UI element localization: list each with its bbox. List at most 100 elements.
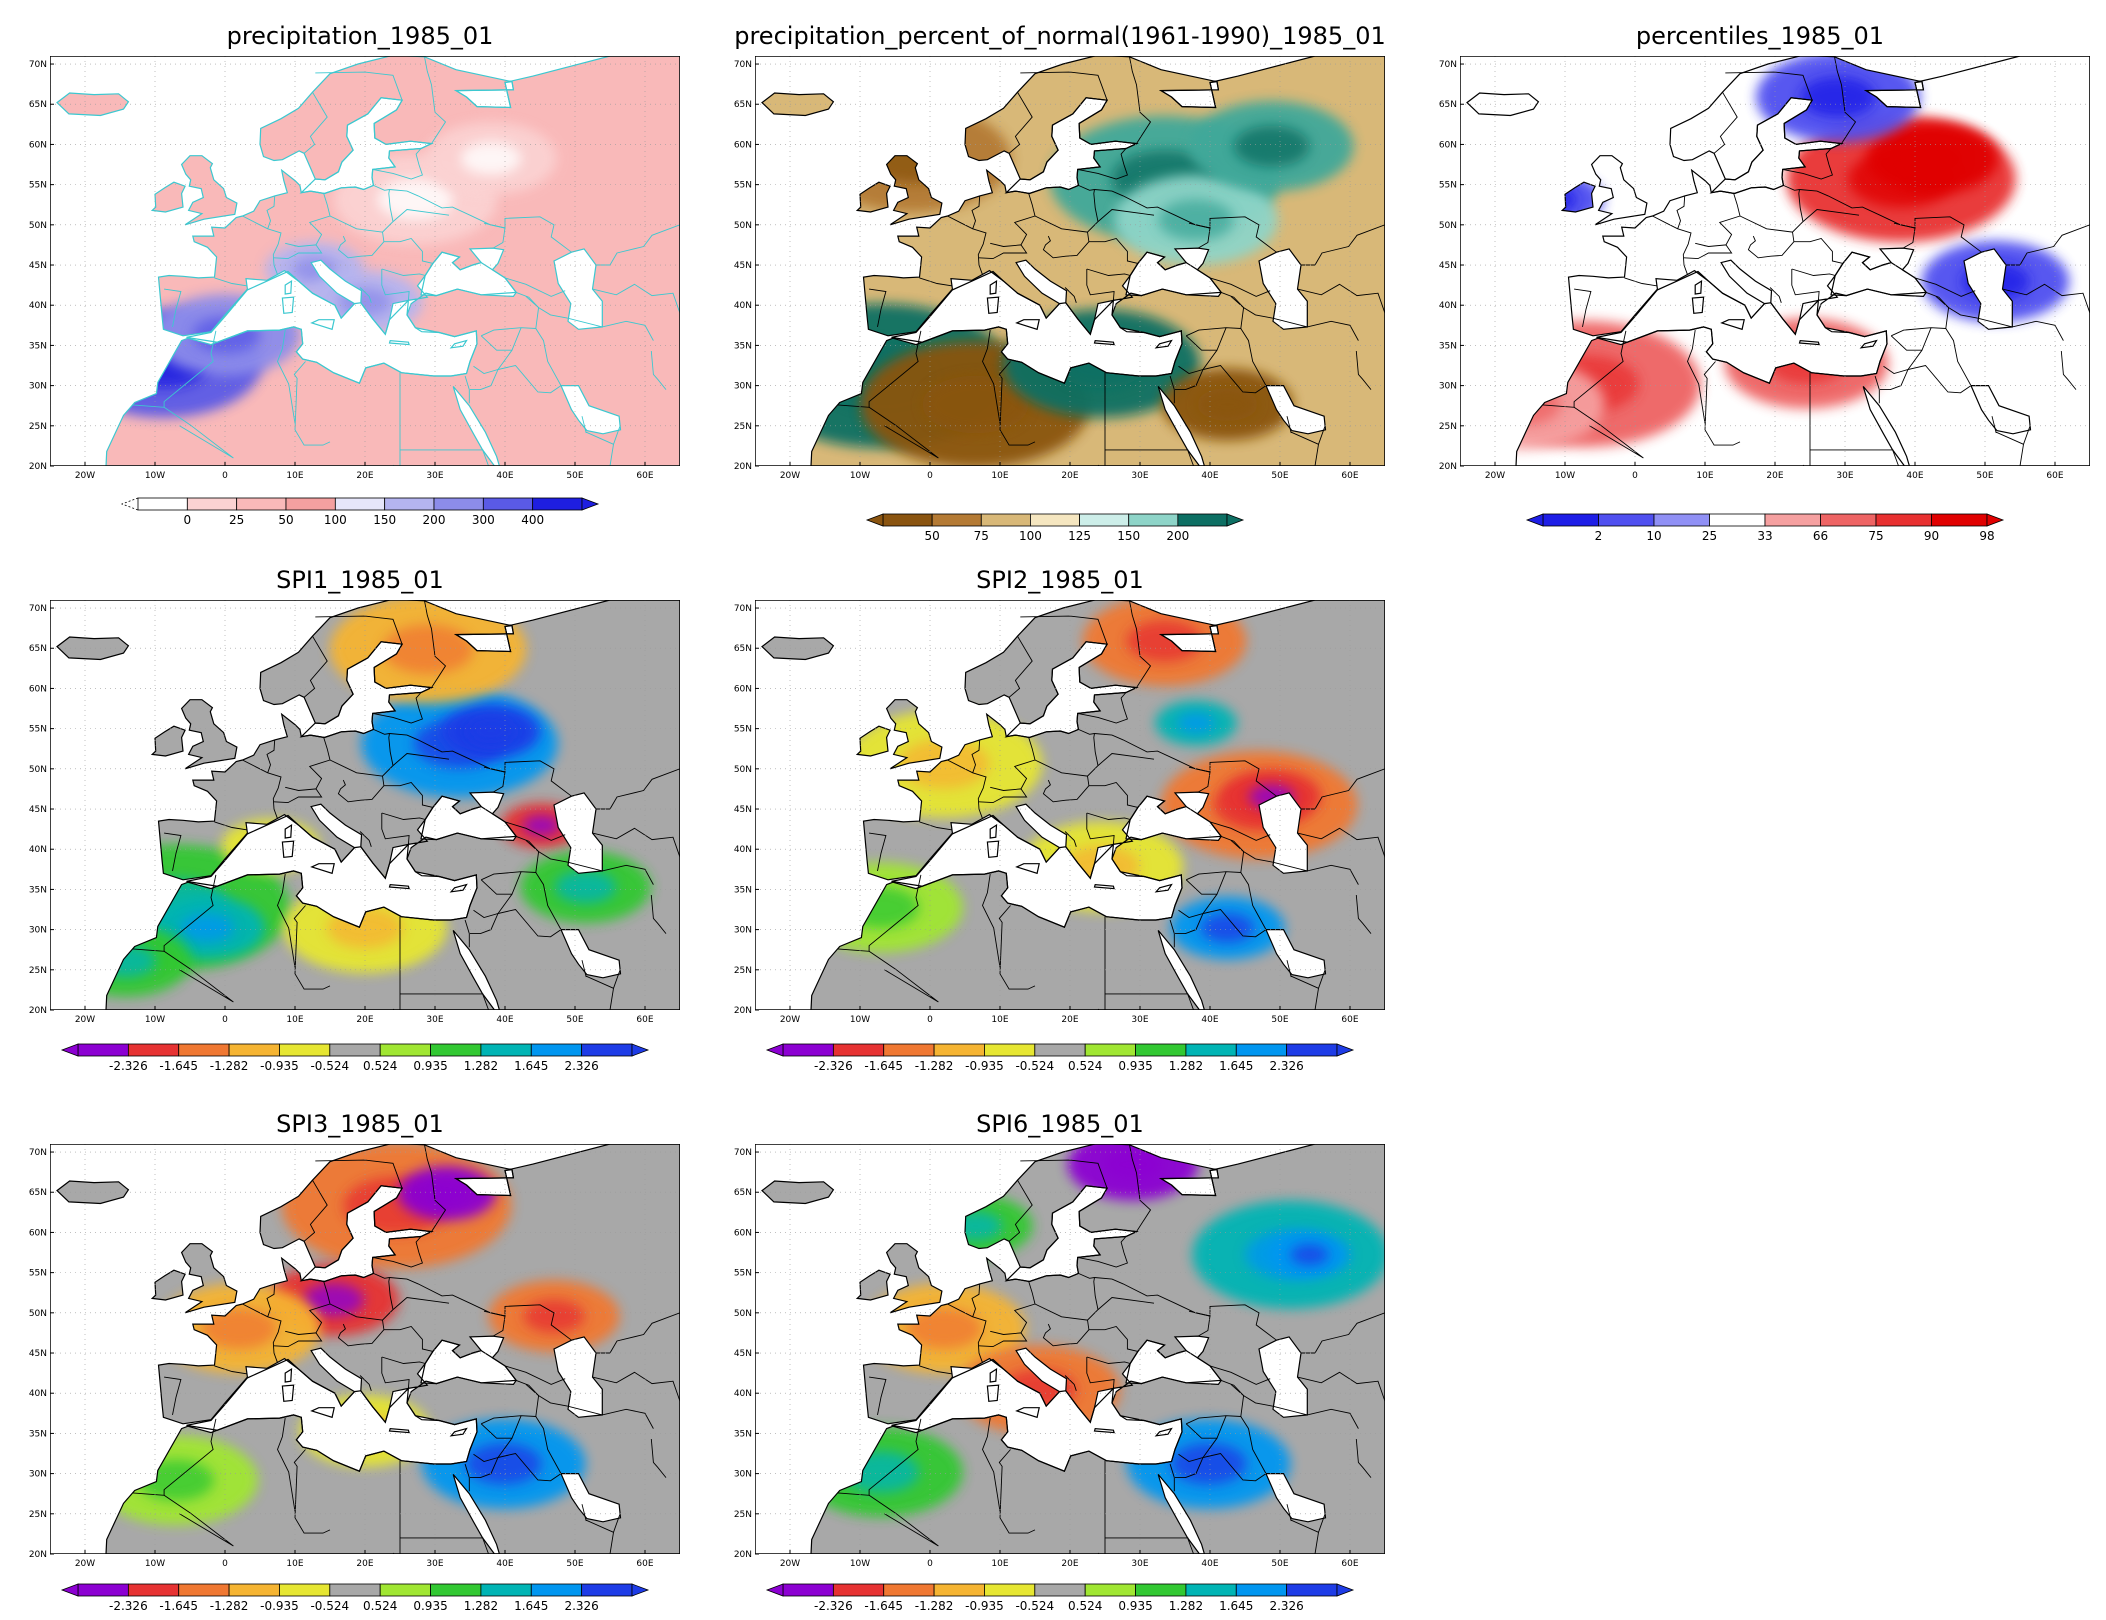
country-border [480, 327, 522, 351]
country-border [381, 1357, 410, 1389]
colorbar-label: 400 [521, 513, 544, 527]
lon-tick-label: 50E [1271, 471, 1288, 481]
lat-tick-label: 65N [29, 644, 47, 654]
lat-tick-label: 60N [734, 684, 752, 694]
coastline [150, 725, 186, 757]
lon-tick-label: 10E [991, 1559, 1008, 1569]
lon-tick-label: 60E [1341, 1015, 1358, 1025]
colorbar-swatch [1598, 513, 1655, 527]
colorbar-swatch [279, 1043, 331, 1057]
panel-title: SPI1_1985_01 [276, 566, 444, 594]
lat-tick-label: 65N [1439, 100, 1457, 110]
colorbar-label: 75 [1868, 529, 1883, 543]
country-border [1318, 1514, 1326, 1533]
map-percent-of-normal[interactable]: 70N 65N 60N 55N 50N 45N 40N 35N 30N 25N 20N 20W 10W 0… [725, 56, 1385, 484]
country-border [947, 1303, 987, 1363]
colorbar-label: -0.524 [310, 1599, 349, 1613]
colorbar-swatch [1079, 513, 1130, 527]
country-border [303, 91, 328, 154]
country-border [1185, 1415, 1227, 1439]
country-border [1713, 91, 1738, 154]
country-border [1086, 268, 1131, 276]
country-border [1209, 1365, 1271, 1385]
colorbar-svg: 50 75 100 125 150 200 [865, 513, 1245, 543]
lon-tick-label: 30E [1131, 1015, 1148, 1025]
field-anomaly-core [181, 913, 234, 943]
country-border [1086, 813, 1115, 845]
lat-tick-label: 50N [1439, 221, 1457, 231]
colorbar-svg: -2.326 -1.645 -1.282 -0.935 -0.524 0.524 0.935… [60, 1583, 650, 1613]
colorbar-swatch [236, 497, 287, 511]
colorbar-swatch [127, 1043, 180, 1057]
lat-tick-label: 65N [29, 1188, 47, 1198]
colorbar-label: -1.645 [159, 1059, 198, 1073]
coastline [810, 1144, 1385, 1555]
lon-tick-label: 20E [356, 1015, 373, 1025]
colorbar-label: 1.645 [514, 1599, 548, 1613]
country-border [1783, 184, 1800, 191]
lon-tick-label: 20W [780, 1015, 800, 1025]
country-border [1589, 425, 1644, 459]
colorbar-label: -0.524 [310, 1059, 349, 1073]
colorbar-label: 90 [1924, 529, 1939, 543]
colorbar-label: 0.524 [363, 1599, 397, 1613]
country-border [337, 1320, 385, 1347]
map-spi2[interactable]: 70N 65N 60N 55N 50N 45N 40N 35N 30N 25N 20N 20W 10W 0… [725, 600, 1385, 1028]
coastline [1154, 1427, 1173, 1437]
country-border [650, 894, 667, 934]
lon-tick-label: 20E [1061, 1559, 1078, 1569]
map-spi3[interactable]: 70N 65N 60N 55N 50N 45N 40N 35N 30N 25N 20N 20W 10W 0… [20, 1144, 680, 1572]
country-border [163, 406, 192, 427]
lat-tick-label: 20N [734, 1006, 752, 1016]
lat-tick-label: 40N [29, 301, 47, 311]
country-border [359, 287, 372, 303]
country-border [596, 224, 680, 266]
country-border [1355, 1438, 1372, 1478]
coastline [150, 1269, 186, 1301]
colorbar-swatch [1030, 513, 1080, 527]
country-border [504, 277, 566, 297]
coastline [310, 319, 335, 331]
lon-tick-label: 0 [1632, 471, 1638, 481]
colorbar-svg: -2.326 -1.645 -1.282 -0.935 -0.524 0.524 0.935… [765, 1583, 1355, 1613]
colorbar-label: 1.282 [464, 1599, 498, 1613]
coastline [281, 296, 295, 314]
country-border [392, 753, 450, 766]
map-spi6[interactable]: 70N 65N 60N 55N 50N 45N 40N 35N 30N 25N 20N 20W 10W 0… [725, 1144, 1385, 1572]
colorbar-swatch [1235, 1043, 1288, 1057]
coastline [180, 699, 238, 770]
colorbar-label: -2.326 [109, 1059, 148, 1073]
colorbar-label: 2.326 [564, 1599, 598, 1613]
colorbar-label: -2.326 [814, 1599, 853, 1613]
country-border [535, 872, 562, 930]
country-border [273, 786, 323, 804]
lat-tick-label: 50N [734, 765, 752, 775]
map-spi1[interactable]: 70N 65N 60N 55N 50N 45N 40N 35N 30N 25N 20N 20W 10W 0… [20, 600, 680, 1028]
country-border [592, 827, 680, 858]
coastline [284, 279, 293, 295]
country-border [978, 1330, 1028, 1348]
coastline [1590, 155, 1648, 226]
country-border [1301, 1312, 1385, 1354]
country-border [308, 1281, 331, 1334]
colorbar-label: 300 [472, 513, 495, 527]
lat-tick-label: 35N [1439, 341, 1457, 351]
field-anomaly-core [555, 870, 616, 904]
colorbar-label: -1.282 [210, 1059, 249, 1073]
lat-tick-label: 65N [734, 1188, 752, 1198]
country-border [483, 760, 572, 797]
coastline [1015, 1407, 1040, 1419]
colorbar-left-arrow [765, 1043, 784, 1057]
country-border [1230, 840, 1273, 863]
coastline [810, 600, 1385, 1011]
lat-tick-label: 45N [29, 1349, 47, 1359]
lon-tick-label: 40E [496, 1015, 513, 1025]
map-percentiles[interactable]: 70N 65N 60N 55N 50N 45N 40N 35N 30N 25N 20N 20W 10W 0… [1430, 56, 2090, 484]
country-border [837, 1418, 922, 1496]
lat-tick-label: 30N [734, 1470, 752, 1480]
field-anomaly-core [377, 179, 454, 220]
country-border [567, 317, 654, 341]
country-border [982, 330, 1001, 424]
map-precipitation[interactable]: 70N 65N 60N 55N 50N 45N 40N 35N 30N 25N 20N 20W 10W 0… [20, 56, 680, 484]
country-border [214, 821, 248, 831]
